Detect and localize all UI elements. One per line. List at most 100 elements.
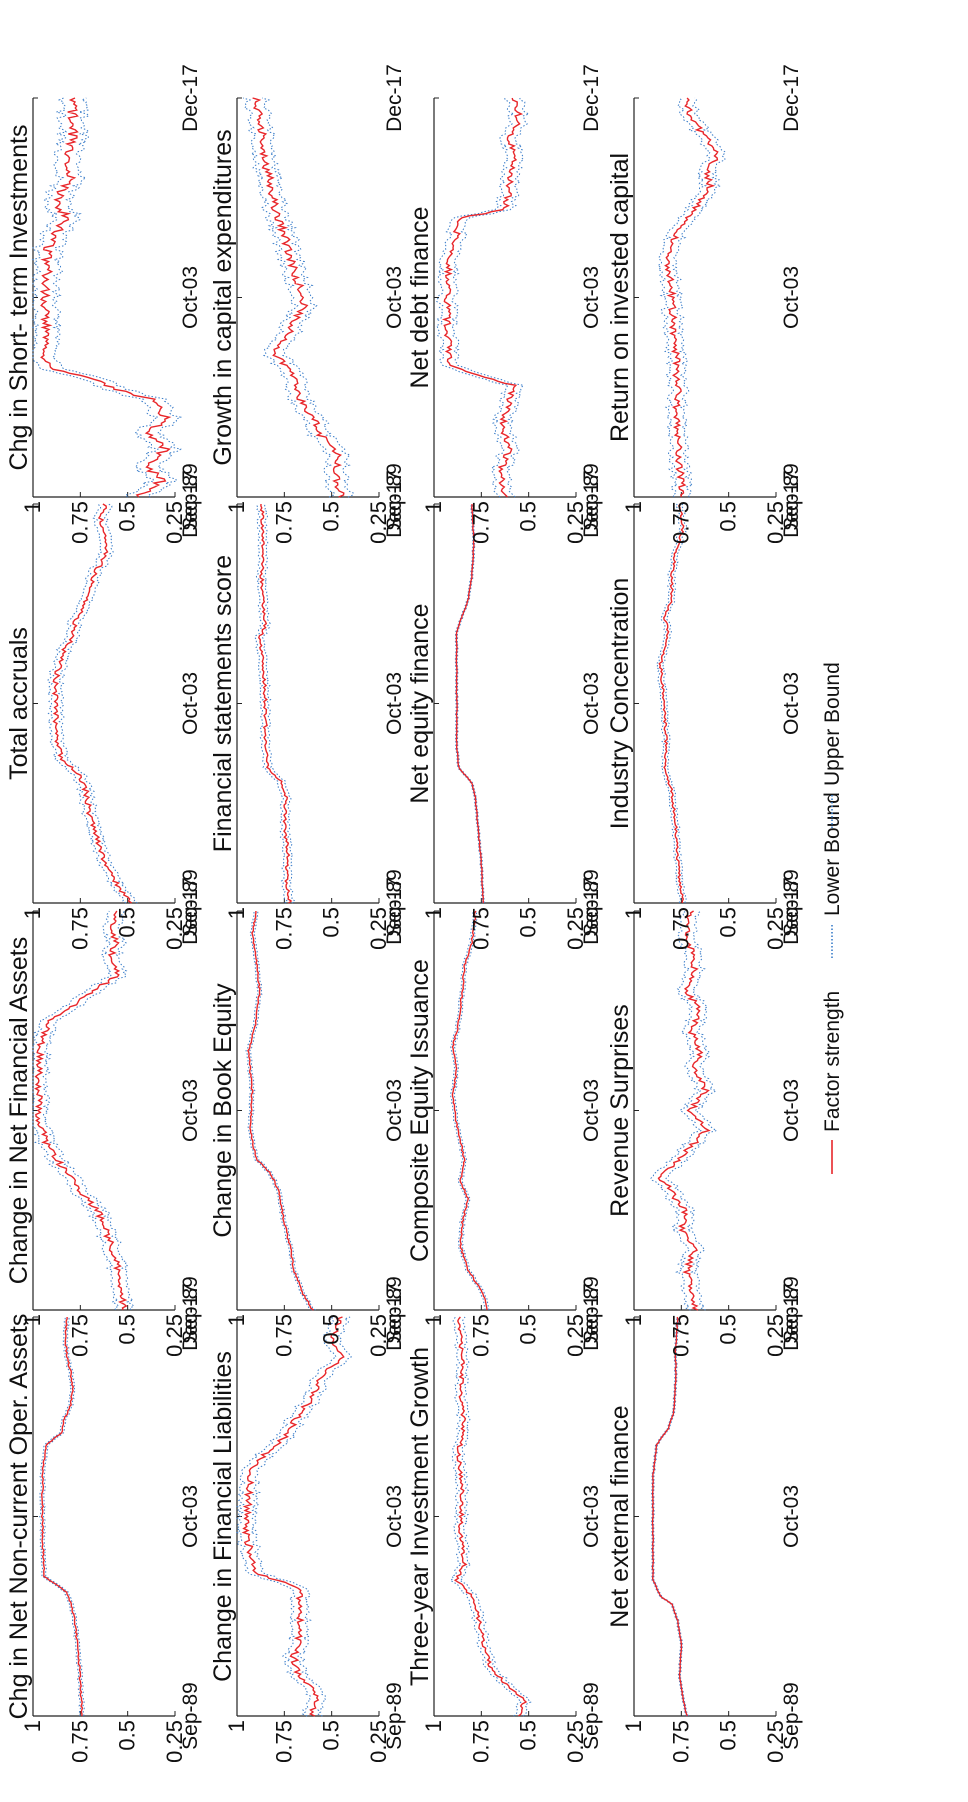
x-tick-label: Oct-03 [179,1485,202,1548]
y-tick-label: 0.25 [366,501,391,544]
factor-strength-line [451,910,488,1311]
x-tick-label: Dec-17 [179,1283,202,1351]
factor-strength-line [34,910,128,1311]
y-tick-label: 0.5 [115,1720,140,1751]
upper-bound-line [42,1317,85,1717]
lower-bound-line [46,503,127,904]
y-tick-label: 0.5 [115,501,140,532]
x-tick-label: Dec-17 [580,877,603,945]
chart-panel: Growth in capital expenditures 1 0.75 0.5 0.… [209,64,406,544]
y-tick-label: 0.25 [366,1720,391,1763]
y-tick-label: 1 [224,1720,249,1732]
chart-panel: Return on invested capital 1 0.75 0.5 0.25Se… [606,64,803,544]
legend-label: Factor strength [821,991,844,1132]
x-tick-label: Sep-89 [179,1276,202,1344]
x-tick-label: Oct-03 [179,672,202,735]
x-tick-label: Sep-89 [383,1682,406,1750]
panel-title: Change in Book Equity [209,983,237,1238]
x-tick-label: Sep-89 [179,869,202,937]
x-tick-label: Dec-17 [780,877,803,945]
x-tick-label: Sep-89 [580,1276,603,1344]
lower-bound-line [454,503,483,904]
y-tick-label: 1 [224,501,249,513]
y-tick-label: 0.75 [67,1720,92,1763]
upper-bound-line [42,910,135,1311]
upper-bound-line [262,504,296,904]
y-tick-label: 0.25 [763,501,788,544]
factor-strength-line [453,1316,528,1717]
panel-title: Net external finance [606,1405,634,1627]
factor-strength-line [258,503,293,904]
x-tick-label: Dec-17 [383,1283,406,1351]
lower-bound-line [435,97,516,498]
lower-bound-line [235,1316,337,1717]
panel-title: Chg in Short- term Investments [5,125,33,471]
x-tick-label: Oct-03 [580,266,603,329]
y-tick-label: 0.75 [67,907,92,950]
x-tick-label: Oct-03 [179,266,202,329]
factor-strength-line [441,97,524,498]
y-tick-label: 0.5 [115,1314,140,1345]
y-tick-label: 0.25 [366,907,391,950]
factor-strength-line [247,911,314,1311]
y-tick-label: 0.5 [516,1720,541,1751]
upper-bound-line [456,503,485,904]
x-tick-label: Dec-17 [580,1283,603,1351]
factor-strength-line [651,1316,688,1717]
panel-title: Net equity finance [406,603,434,803]
x-tick-label: Oct-03 [580,1079,603,1142]
x-tick-label: Oct-03 [780,672,803,735]
upper-bound-line [450,97,531,498]
y-tick-label: 0.5 [716,1720,741,1751]
x-tick-label: Dec-17 [780,470,803,538]
y-tick-label: 1 [421,1720,446,1732]
y-tick-label: 0.75 [271,501,296,544]
x-tick-label: Dec-17 [383,470,406,538]
factor-strength-line [657,910,711,1311]
y-tick-label: 0.5 [516,1314,541,1345]
upper-bound-line [665,910,718,1311]
panel-title: Net debt finance [406,206,434,388]
y-tick-label: 1 [20,1314,45,1326]
y-tick-label: 0.75 [668,1720,693,1763]
x-tick-label: Sep-89 [179,1682,202,1750]
panel-title: Revenue Surprises [606,1004,634,1217]
lower-bound-line [254,503,289,904]
upper-bound-line [249,1316,352,1717]
x-tick-label: Dec-17 [179,64,202,132]
lower-bound-line [650,910,703,1311]
y-tick-label: 0.25 [763,1720,788,1763]
lower-bound-line [32,910,120,1311]
panel-title: Total accruals [5,627,33,780]
panel-title: Industry Concentration [606,578,634,830]
x-tick-label: Dec-17 [780,1283,803,1351]
lower-bound-line [242,97,335,498]
lower-bound-line [31,97,160,498]
upper-bound-line [453,910,490,1311]
x-tick-label: Oct-03 [383,266,406,329]
factor-strength-line [252,97,345,498]
x-tick-label: Oct-03 [383,1485,406,1548]
upper-bound-line [261,97,354,498]
y-tick-label: 0.5 [319,501,344,532]
x-tick-label: Oct-03 [580,1485,603,1548]
x-tick-label: Dec-17 [780,64,803,132]
panel-title: Composite Equity Issuance [406,959,434,1262]
y-tick-label: 1 [421,1314,446,1326]
x-tick-label: Dec-17 [580,470,603,538]
lower-bound-line [39,1317,82,1717]
legend: Factor strength Lower Bound Upper Bound [821,662,844,1174]
y-tick-label: 0.75 [468,1720,493,1763]
chart-panel: Change in Net Financial Assets 1 0.75 0.5 0.… [5,877,202,1357]
y-tick-label: 1 [421,907,446,919]
x-tick-label: Oct-03 [780,1079,803,1142]
y-tick-label: 0.5 [516,907,541,938]
y-tick-label: 0.75 [668,907,693,950]
y-tick-label: 0.25 [763,1314,788,1357]
